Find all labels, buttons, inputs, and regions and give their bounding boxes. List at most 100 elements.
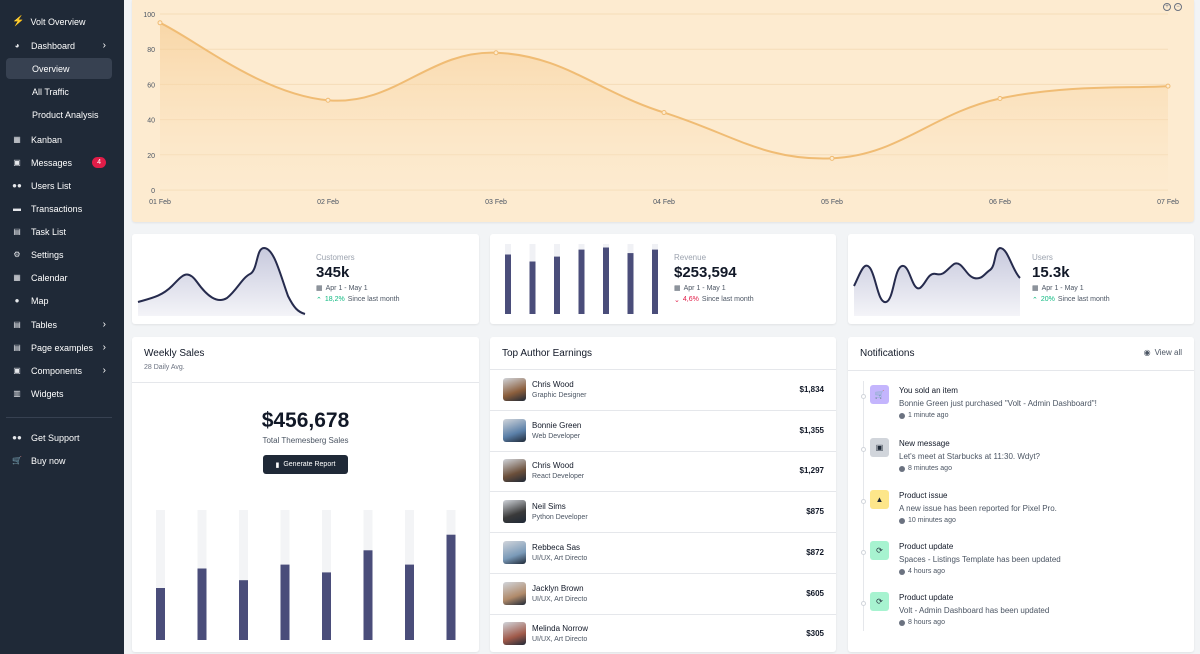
bar: [239, 580, 248, 640]
data-point[interactable]: [661, 110, 667, 116]
notification-title: Product update: [899, 593, 954, 602]
author-row[interactable]: Jacklyn Brown UI/UX, Art Directo $605: [490, 574, 836, 615]
sidebar-item-messages[interactable]: ▣ Messages 4: [6, 152, 112, 173]
author-row[interactable]: Neil Sims Python Developer $875: [490, 492, 836, 534]
bar: [322, 572, 331, 640]
data-point[interactable]: [325, 97, 331, 103]
notification-item[interactable]: ▣ New message Let's meet at Starbucks at 1…: [861, 438, 1180, 486]
stat-range: ▦ Apr 1 - May 1: [674, 284, 726, 293]
bar: [363, 550, 373, 640]
sidebar-item-overview[interactable]: Overview: [6, 58, 112, 79]
sidebar-divider: [6, 417, 112, 418]
stat-value: 15.3k: [1032, 264, 1070, 281]
sidebar-item-widgets[interactable]: ▥ Widgets: [6, 383, 112, 404]
y-tick-label: 100: [143, 12, 155, 19]
author-row[interactable]: Melinda Norrow UI/UX, Art Directo $305: [490, 614, 836, 654]
notification-item[interactable]: ▲ Product issue A new issue has been repor…: [861, 490, 1180, 538]
bar: [156, 588, 165, 640]
author-row[interactable]: Chris Wood Graphic Designer $1,834: [490, 370, 836, 411]
credit-card-icon: ▬: [13, 204, 21, 213]
chevron-right-icon: ›: [102, 365, 106, 376]
notification-time: 8 hours ago: [899, 619, 945, 626]
brand[interactable]: ⚡ Volt Overview: [12, 16, 85, 27]
sidebar-item-task-list[interactable]: ▤ Task List: [6, 221, 112, 242]
data-point[interactable]: [157, 20, 163, 26]
card-title: Weekly Sales: [144, 348, 205, 359]
author-row[interactable]: Bonnie Green Web Developer $1,355: [490, 411, 836, 452]
card-subtitle: 28 Daily Avg.: [144, 364, 185, 371]
stat-value: 345k: [316, 264, 350, 281]
stat-range-text: Apr 1 - May 1: [683, 284, 726, 292]
notification-text: Bonnie Green just purchased "Volt - Admi…: [899, 399, 1097, 408]
refresh-icon: ⟳: [870, 541, 889, 560]
sidebar-item-components[interactable]: ▣ Components ›: [6, 360, 112, 381]
notification-item[interactable]: ⟳ Product update Spaces - Listings Templat…: [861, 541, 1180, 589]
bar: [603, 247, 609, 314]
bar: [578, 249, 585, 314]
sidebar-item-tables[interactable]: ▤ Tables ›: [6, 314, 112, 335]
notification-time: 4 hours ago: [899, 568, 945, 575]
sidebar-item-all-traffic[interactable]: All Traffic: [6, 81, 112, 102]
zoom-in-icon[interactable]: +: [1163, 3, 1171, 11]
author-earnings: $305: [806, 629, 824, 639]
sidebar-item-users-list[interactable]: ●● Users List: [6, 175, 112, 196]
data-point[interactable]: [493, 50, 499, 56]
view-all-link[interactable]: ◉ View all: [1144, 348, 1182, 357]
author-row[interactable]: Rebbeca Sas UI/UX, Art Directo $872: [490, 533, 836, 574]
sidebar-item-label: Widgets: [31, 388, 64, 399]
author-role: Web Developer: [532, 432, 581, 440]
x-tick-label: 04 Feb: [653, 199, 675, 206]
sidebar-item-label: Transactions: [31, 203, 83, 214]
generate-report-button[interactable]: ▮ Generate Report: [263, 455, 348, 474]
notification-text: A new issue has been reported for Pixel …: [899, 504, 1057, 513]
author-name: Chris Wood: [532, 461, 574, 471]
sidebar-item-label: Messages: [31, 157, 73, 168]
bar: [554, 256, 560, 314]
clock-icon: [899, 619, 905, 626]
notification-text: Volt - Admin Dashboard has been updated: [899, 606, 1050, 615]
timeline-dot: [861, 499, 866, 504]
sidebar-item-transactions[interactable]: ▬ Transactions: [6, 198, 112, 219]
avatar: [503, 500, 526, 524]
sidebar-item-settings[interactable]: ⚙ Settings: [6, 244, 112, 265]
author-earnings: $1,834: [799, 385, 824, 394]
timeline-dot: [861, 550, 866, 555]
sidebar-item-label: Settings: [31, 249, 64, 260]
brand-name: Volt Overview: [30, 16, 86, 27]
data-point[interactable]: [997, 95, 1003, 101]
author-role: Python Developer: [532, 514, 588, 522]
notification-item[interactable]: ⟳ Product update Volt - Admin Dashboard ha…: [861, 592, 1180, 640]
refresh-icon: ⟳: [870, 592, 889, 611]
data-point[interactable]: [1165, 83, 1171, 89]
sidebar-item-get-support[interactable]: ●● Get Support: [6, 427, 112, 448]
customers-sparkline: [137, 246, 306, 316]
sidebar-item-kanban[interactable]: ▦ Kanban: [6, 129, 112, 150]
sidebar-item-page-examples[interactable]: ▤ Page examples ›: [6, 337, 112, 358]
notification-time-text: 8 hours ago: [908, 619, 945, 626]
cart-icon: 🛒: [870, 385, 889, 404]
notification-item[interactable]: 🛒 You sold an item Bonnie Green just purch…: [861, 385, 1180, 433]
sidebar-item-label: Product Analysis: [32, 109, 99, 120]
location-pin-icon: ●: [14, 296, 20, 305]
notification-text: Spaces - Listings Template has been upda…: [899, 555, 1061, 564]
area-fill: [160, 22, 1168, 190]
sidebar-item-calendar[interactable]: ▦ Calendar: [6, 267, 112, 288]
view-all-label: View all: [1154, 348, 1182, 357]
bar: [405, 564, 414, 640]
sidebar-item-product-analysis[interactable]: Product Analysis: [6, 104, 112, 125]
sidebar-item-map[interactable]: ● Map: [6, 290, 112, 311]
bar: [505, 254, 511, 314]
x-tick-label: 06 Feb: [989, 199, 1011, 206]
author-row[interactable]: Chris Wood React Developer $1,297: [490, 451, 836, 493]
x-tick-label: 02 Feb: [317, 199, 339, 206]
stat-range-text: Apr 1 - May 1: [325, 284, 368, 292]
revenue-card: Revenue $253,594 ▦ Apr 1 - May 1 ⌄ 4,6% Sin…: [490, 234, 836, 324]
document-icon: ▤: [13, 343, 21, 352]
sidebar-item-dashboard[interactable]: ◕ Dashboard ›: [6, 35, 112, 56]
timeline-dot: [861, 447, 866, 452]
stat-change: ⌃ 20% Since last month: [1032, 296, 1110, 304]
sidebar-item-buy-now[interactable]: 🛒 Buy now: [6, 450, 112, 471]
data-point[interactable]: [829, 155, 835, 161]
card-title: Top Author Earnings: [502, 348, 593, 359]
zoom-reset-icon[interactable]: −: [1174, 3, 1182, 11]
